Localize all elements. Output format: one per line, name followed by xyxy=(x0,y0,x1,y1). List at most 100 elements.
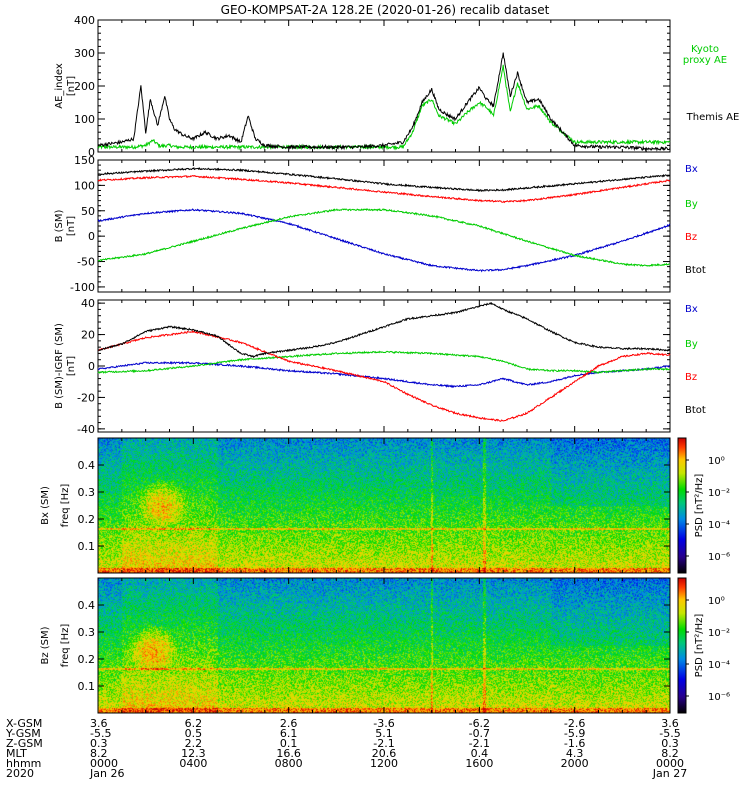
colorbar xyxy=(677,577,687,714)
y-tick-label: 200 xyxy=(74,80,95,93)
legend-label: Bx xyxy=(685,164,698,175)
legend-label: proxy AE xyxy=(683,55,727,66)
legend-label: Themis AE xyxy=(686,112,740,123)
colorbar-tick-label: 10⁻⁴ xyxy=(708,520,730,531)
footer-value: 4.3 xyxy=(566,747,584,760)
footer-value: -2.6 xyxy=(564,717,585,730)
spectrogram-image xyxy=(98,438,670,573)
footer-value: 8.2 xyxy=(90,747,108,760)
series-line-themis-ae xyxy=(97,52,671,152)
y-tick-label: 0.3 xyxy=(78,626,96,639)
y-tick-label: 100 xyxy=(74,113,95,126)
spectrogram-image xyxy=(98,578,670,713)
y-axis-unit: freq [Hz] xyxy=(60,484,71,528)
footer-value: -2.1 xyxy=(373,737,394,750)
panel-bsm_igrf: -40 -20 0 20 40 B (SM)-IGRF (SM) [nT] Bx By Bz Bto… xyxy=(54,297,706,436)
footer-value: -2.1 xyxy=(469,737,490,750)
y-tick-label: -100 xyxy=(70,281,95,294)
footer-value: -5.5 xyxy=(659,727,680,740)
series-line-bx xyxy=(97,208,671,273)
y-axis-unit: [nT] xyxy=(66,76,77,96)
footer-row-label: Z-GSM xyxy=(6,737,43,750)
series-line-btot xyxy=(97,166,671,193)
legend-label: By xyxy=(685,339,698,350)
footer-value: 0.3 xyxy=(90,737,108,750)
series-line-by xyxy=(97,208,671,268)
footer-value: 0.4 xyxy=(471,747,489,760)
footer-value: 3.6 xyxy=(90,717,108,730)
colorbar-tick-label: 10⁻² xyxy=(708,488,730,499)
footer-value: -3.6 xyxy=(373,717,394,730)
y-axis-label: B (SM) xyxy=(54,209,65,242)
chart-title: GEO-KOMPSAT-2A 128.2E (2020-01-26) recal… xyxy=(221,3,550,17)
y-tick-label: 20 xyxy=(81,329,95,342)
y-tick-label: -40 xyxy=(77,423,95,436)
y-tick-label: 400 xyxy=(74,14,95,27)
colorbar-tick-label: 10⁰ xyxy=(708,596,725,607)
y-tick-label: 40 xyxy=(81,297,95,310)
y-axis-unit: [nT] xyxy=(66,216,77,236)
y-axis-label: B (SM)-IGRF (SM) xyxy=(54,323,65,409)
footer-value: Jan 26 xyxy=(89,767,124,780)
colorbar-label: PSD [nT²/Hz] xyxy=(694,614,705,678)
footer-value: 12.3 xyxy=(181,747,206,760)
y-tick-label: -20 xyxy=(77,391,95,404)
footer-value: 0800 xyxy=(275,757,303,770)
footer-value: 0.5 xyxy=(185,727,203,740)
y-tick-label: 0.4 xyxy=(78,599,96,612)
plot-frame xyxy=(97,299,671,433)
footer-row-label: hhmm xyxy=(6,757,41,770)
y-axis-unit: freq [Hz] xyxy=(60,624,71,668)
panel-bsm: -100 -50 0 50 100 150 B (SM) [nT] Bx By Bz Btot xyxy=(54,154,706,294)
y-tick-label: 100 xyxy=(74,179,95,192)
footer-value: -1.6 xyxy=(564,737,585,750)
legend-label: Bx xyxy=(685,304,698,315)
legend-label: Btot xyxy=(685,265,706,276)
footer-value: 16.6 xyxy=(276,747,301,760)
y-axis-label: Bz (SM) xyxy=(40,626,51,664)
y-tick-label: 300 xyxy=(74,47,95,60)
footer-row-label: 2020 xyxy=(6,767,34,780)
panel-bz_spec: 0.1 0.2 0.3 0.4 Bz (SM) freq [Hz] 10⁰ 10⁻² 10⁻⁴ 1… xyxy=(40,577,730,714)
footer-row-label: X-GSM xyxy=(6,717,42,730)
y-tick-label: 0.2 xyxy=(78,513,96,526)
footer-value: -6.2 xyxy=(469,717,490,730)
y-axis-label: Bx (SM) xyxy=(40,486,51,525)
plot-frame xyxy=(97,159,671,293)
series-line-bx xyxy=(97,360,671,389)
colorbar-tick-label: 10⁻⁴ xyxy=(708,660,730,671)
footer-value: 3.6 xyxy=(661,717,679,730)
colorbar-label: PSD [nT²/Hz] xyxy=(694,474,705,538)
footer-axis-table: X-GSMY-GSMZ-GSMMLThhmm20203.6-5.50.38.20… xyxy=(5,717,687,780)
y-tick-label: 0.3 xyxy=(78,486,96,499)
panel-bx_spec: 0.1 0.2 0.3 0.4 Bx (SM) freq [Hz] 10⁰ 10⁻² 10⁻⁴ 1… xyxy=(40,437,730,574)
footer-value: 6.2 xyxy=(185,717,203,730)
y-axis-unit: [nT] xyxy=(66,356,77,376)
footer-value: 2.6 xyxy=(280,717,298,730)
footer-value: 0.3 xyxy=(661,737,679,750)
y-tick-label: 0.1 xyxy=(78,680,96,693)
series-line-by xyxy=(97,350,671,375)
footer-value: 5.1 xyxy=(375,727,393,740)
footer-value: 20.6 xyxy=(372,747,397,760)
y-tick-label: 0 xyxy=(88,360,95,373)
footer-value: 0400 xyxy=(179,757,207,770)
footer-value: -5.9 xyxy=(564,727,585,740)
colorbar-tick-label: 10⁻² xyxy=(708,628,730,639)
footer-value: -5.5 xyxy=(90,727,111,740)
colorbar xyxy=(677,437,687,574)
legend-label: By xyxy=(685,199,698,210)
y-tick-label: 50 xyxy=(81,205,95,218)
y-tick-label: 0 xyxy=(88,146,95,159)
footer-value: 1200 xyxy=(370,757,398,770)
y-tick-label: 0.4 xyxy=(78,459,96,472)
footer-value: 0000 xyxy=(90,757,118,770)
series-line-btot xyxy=(97,301,671,359)
footer-value: 0000 xyxy=(656,757,684,770)
plot-frame xyxy=(97,19,671,153)
colorbar-tick-label: 10⁻⁶ xyxy=(708,692,730,703)
y-tick-label: 0 xyxy=(88,230,95,243)
legend-label: Bz xyxy=(685,232,697,243)
